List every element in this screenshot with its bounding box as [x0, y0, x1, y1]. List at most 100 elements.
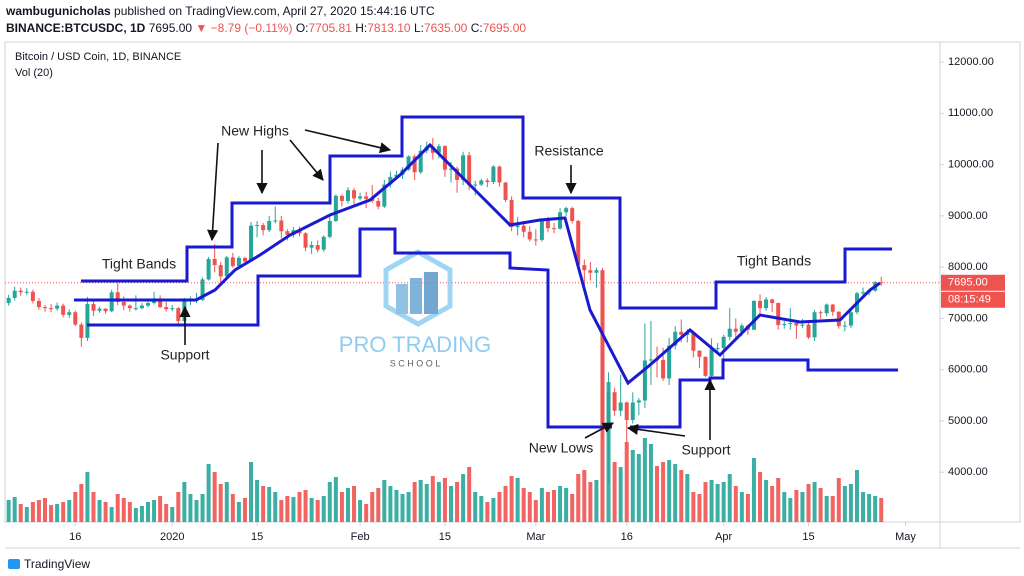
candle-body: [170, 308, 175, 310]
volume-bar: [455, 482, 460, 522]
volume-bar: [461, 474, 466, 522]
y-tick-label: 6000.00: [948, 364, 988, 376]
volume-bar: [327, 482, 332, 522]
volume-bar: [836, 478, 841, 522]
drawings: [74, 115, 898, 429]
author: wambugunicholas: [6, 4, 111, 18]
candle-body: [158, 298, 163, 308]
countdown-box: [941, 291, 1005, 308]
candle-body: [630, 402, 635, 420]
volume-bar: [618, 467, 623, 522]
candle-body: [830, 304, 835, 312]
candle-body: [261, 225, 266, 231]
volume-bar: [812, 482, 817, 522]
candle-body: [558, 212, 563, 229]
footer: TradingView: [8, 557, 90, 571]
candle-body: [794, 323, 799, 326]
volume-bar: [824, 496, 829, 522]
candle-body: [206, 258, 211, 280]
volume-bar: [806, 484, 811, 522]
candle-body: [679, 331, 684, 335]
candle-body: [97, 308, 102, 311]
logo-hexagon: [383, 249, 453, 327]
candle-body: [91, 304, 96, 311]
candle-body: [527, 231, 532, 240]
candle-body: [412, 156, 417, 173]
volume-bar: [285, 496, 290, 522]
volume-bar: [352, 486, 357, 522]
countdown: 08:15:49: [948, 294, 991, 306]
candle-body: [800, 324, 805, 326]
volume-bar: [691, 492, 696, 522]
candle-body: [576, 220, 581, 266]
volume-bar: [521, 488, 526, 522]
volume-bar: [406, 492, 411, 522]
annotation: Support: [160, 347, 209, 363]
volume-bar: [788, 498, 793, 522]
last: 7695.00: [148, 21, 193, 35]
volume-bar: [85, 472, 90, 522]
candle-body: [139, 305, 144, 309]
volume-bar: [170, 507, 175, 522]
volume-bar: [103, 502, 108, 522]
volume-bar: [388, 486, 393, 522]
candle-body: [824, 304, 829, 314]
volume-bar: [267, 487, 272, 522]
candle-body: [751, 300, 756, 330]
volume-bar: [91, 492, 96, 522]
y-tick-label: 11000.00: [948, 107, 993, 119]
candle-body: [715, 348, 720, 350]
candle-body: [224, 257, 229, 277]
candle-body: [503, 182, 508, 200]
volume-bar: [364, 504, 369, 522]
c-label: C:: [470, 21, 483, 35]
candle-body: [642, 360, 647, 401]
volume-bar: [255, 480, 260, 522]
y-tick-label: 8000.00: [948, 261, 988, 273]
volume-bar: [6, 500, 11, 522]
volume-bar: [97, 500, 102, 522]
candle-body: [570, 208, 575, 221]
candle-body: [103, 308, 108, 312]
volume-bar: [576, 474, 581, 522]
volume-bar: [655, 466, 660, 522]
candle-body: [479, 180, 484, 185]
candle-body: [115, 292, 120, 302]
volume-bar: [418, 480, 423, 522]
candle-body: [842, 325, 847, 327]
volume-bar: [36, 500, 41, 522]
arrow: [626, 423, 686, 437]
volume-bar: [854, 470, 859, 522]
volume-bar: [236, 502, 241, 522]
candle-body: [461, 155, 466, 180]
candle-body: [61, 305, 66, 315]
volume-label: Vol (20): [15, 67, 53, 79]
candle-body: [12, 290, 17, 298]
candle-body: [600, 270, 605, 423]
volume-bar: [848, 484, 853, 522]
volume-bar: [503, 486, 508, 522]
volume-bar: [73, 492, 78, 522]
candle-body: [806, 324, 811, 338]
candle-body: [55, 305, 60, 309]
last-price-label: 7695.00: [948, 277, 988, 289]
volume-bar: [30, 502, 35, 522]
candle-body: [218, 265, 223, 277]
volume-bar: [861, 492, 866, 522]
volume-bar: [188, 494, 193, 522]
lower-band: [630, 358, 898, 429]
candle-body: [133, 308, 138, 310]
volume-bar: [527, 492, 532, 522]
candle-body: [345, 190, 350, 201]
volume-bar: [370, 492, 375, 522]
candle-body: [255, 225, 260, 227]
volume-bar: [867, 494, 872, 522]
logo-sub: S C H O O L: [390, 358, 441, 368]
logo-block: [424, 272, 438, 314]
volume-bar: [515, 478, 520, 522]
candle-body: [49, 308, 54, 310]
volume-bar: [709, 480, 714, 522]
volume-bar: [345, 488, 350, 522]
change: ▼ −8.79 (−0.11%): [195, 21, 293, 35]
volume-bar: [679, 470, 684, 522]
